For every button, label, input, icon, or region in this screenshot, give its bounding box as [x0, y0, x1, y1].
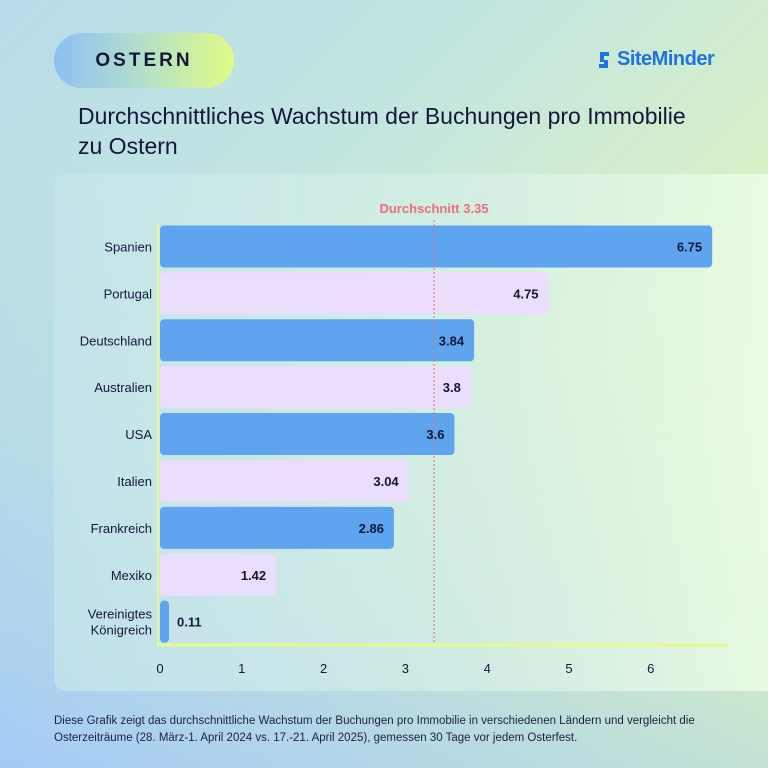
- x-tick-label: 5: [565, 661, 572, 676]
- category-label: Frankreich: [91, 521, 152, 536]
- siteminder-logo: SiteMinder: [596, 48, 715, 71]
- bar: [160, 413, 455, 456]
- category-label: Vereinigtes: [88, 607, 153, 622]
- value-label: 3.8: [443, 380, 461, 395]
- category-label: Mexiko: [111, 568, 152, 583]
- x-tick-label: 6: [647, 661, 654, 676]
- bar: [160, 366, 471, 409]
- x-tick-label: 3: [402, 661, 409, 676]
- x-tick-label: 1: [238, 661, 245, 676]
- bar: [160, 600, 169, 643]
- value-label: 1.42: [241, 568, 266, 583]
- value-label: 4.75: [513, 286, 538, 301]
- value-label: 6.75: [677, 239, 702, 254]
- logo-text: SiteMinder: [617, 48, 715, 70]
- x-tick-label: 4: [484, 661, 491, 676]
- bar: [160, 272, 549, 315]
- value-label: 2.86: [359, 521, 384, 536]
- bar: [160, 506, 394, 549]
- badge-text: OSTERN: [95, 49, 193, 71]
- category-label: Portugal: [104, 286, 153, 301]
- bar: [160, 459, 409, 502]
- x-tick-label: 2: [320, 661, 327, 676]
- category-label: Australien: [94, 380, 152, 395]
- chart-title: Durchschnittliches Wachstum der Buchunge…: [78, 103, 686, 159]
- siteminder-logo-icon: [599, 51, 609, 68]
- category-label: Spanien: [104, 239, 152, 254]
- footnote: Diese Grafik zeigt das durchschnittliche…: [54, 715, 695, 744]
- category-label: Italien: [117, 474, 152, 489]
- x-tick-label: 0: [156, 661, 163, 676]
- bar: [160, 225, 713, 268]
- value-label: 0.11: [177, 615, 202, 630]
- value-label: 3.04: [373, 474, 399, 489]
- average-label: Durchschnitt 3.35: [379, 201, 488, 216]
- bar: [160, 553, 277, 596]
- category-label: Deutschland: [80, 333, 152, 348]
- category-label: USA: [125, 427, 152, 442]
- value-label: 3.6: [426, 427, 444, 442]
- category-badge: OSTERN: [54, 33, 234, 88]
- value-label: 3.84: [439, 333, 465, 348]
- category-label: Königreich: [91, 623, 152, 638]
- bar: [160, 319, 475, 362]
